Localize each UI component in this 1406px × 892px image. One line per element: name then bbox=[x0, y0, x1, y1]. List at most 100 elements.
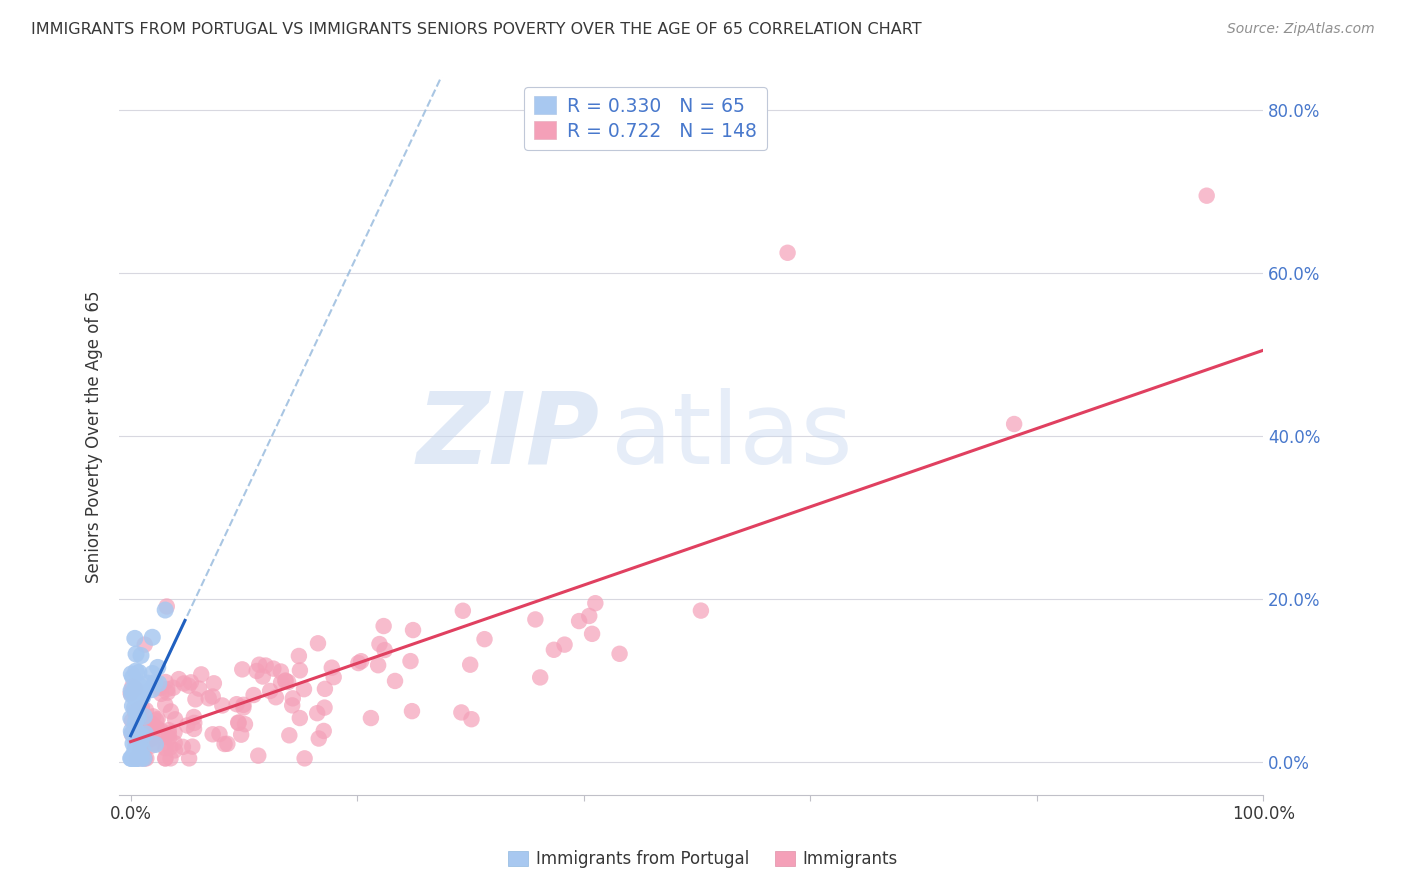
Point bbox=[529, 670, 551, 684]
Point bbox=[135, 751, 157, 765]
Point bbox=[129, 734, 152, 748]
Point bbox=[252, 669, 274, 683]
Point bbox=[124, 751, 146, 765]
Point bbox=[136, 676, 159, 690]
Point bbox=[125, 751, 148, 765]
Point bbox=[231, 728, 253, 742]
Point bbox=[121, 726, 143, 740]
Point bbox=[145, 738, 167, 752]
Point bbox=[1002, 417, 1025, 431]
Text: atlas: atlas bbox=[612, 388, 853, 484]
Point bbox=[281, 691, 304, 706]
Point bbox=[129, 740, 152, 755]
Point bbox=[120, 683, 142, 698]
Point bbox=[214, 737, 236, 751]
Point bbox=[132, 690, 155, 704]
Point bbox=[156, 681, 179, 696]
Text: IMMIGRANTS FROM PORTUGAL VS IMMIGRANTS SENIORS POVERTY OVER THE AGE OF 65 CORREL: IMMIGRANTS FROM PORTUGAL VS IMMIGRANTS S… bbox=[31, 22, 921, 37]
Point bbox=[1195, 188, 1218, 202]
Point bbox=[157, 723, 180, 738]
Point bbox=[157, 726, 180, 740]
Point bbox=[122, 749, 145, 764]
Point bbox=[124, 705, 146, 719]
Point bbox=[274, 673, 297, 688]
Point bbox=[135, 703, 157, 717]
Point bbox=[401, 704, 423, 718]
Point bbox=[150, 687, 173, 701]
Point bbox=[262, 662, 284, 676]
Point bbox=[131, 715, 153, 730]
Point bbox=[460, 712, 482, 726]
Point bbox=[127, 738, 149, 752]
Point bbox=[162, 681, 184, 695]
Point bbox=[322, 670, 344, 684]
Point bbox=[124, 681, 146, 696]
Point bbox=[124, 751, 146, 765]
Point bbox=[122, 751, 145, 765]
Point bbox=[124, 632, 146, 646]
Point bbox=[399, 654, 422, 668]
Point bbox=[125, 738, 148, 752]
Point bbox=[148, 729, 170, 743]
Point bbox=[129, 747, 152, 762]
Point bbox=[159, 740, 181, 755]
Point bbox=[368, 637, 391, 651]
Legend: Immigrants from Portugal, Immigrants: Immigrants from Portugal, Immigrants bbox=[502, 844, 904, 875]
Point bbox=[131, 742, 153, 756]
Point bbox=[208, 727, 231, 741]
Point bbox=[259, 684, 281, 698]
Point bbox=[211, 698, 233, 713]
Point bbox=[122, 751, 145, 765]
Point bbox=[183, 710, 205, 724]
Point bbox=[127, 725, 149, 739]
Point bbox=[156, 599, 179, 614]
Point bbox=[124, 700, 146, 714]
Point bbox=[127, 747, 149, 762]
Point bbox=[132, 720, 155, 734]
Point bbox=[121, 727, 143, 741]
Point bbox=[129, 712, 152, 726]
Point bbox=[190, 667, 212, 681]
Point bbox=[143, 721, 166, 735]
Point bbox=[160, 705, 183, 719]
Point bbox=[155, 675, 177, 690]
Point bbox=[350, 654, 373, 668]
Text: ZIP: ZIP bbox=[416, 388, 600, 484]
Point bbox=[188, 681, 211, 696]
Point bbox=[264, 690, 287, 705]
Point bbox=[247, 657, 270, 672]
Point bbox=[125, 751, 148, 765]
Point bbox=[179, 751, 201, 765]
Point bbox=[125, 664, 148, 678]
Point bbox=[120, 723, 142, 738]
Point bbox=[176, 718, 198, 732]
Point bbox=[554, 638, 576, 652]
Point bbox=[242, 688, 264, 702]
Point bbox=[163, 743, 186, 757]
Point bbox=[307, 706, 329, 721]
Point bbox=[145, 714, 167, 728]
Point bbox=[124, 729, 146, 743]
Point bbox=[155, 751, 177, 765]
Point bbox=[127, 692, 149, 706]
Point bbox=[120, 686, 142, 700]
Point bbox=[134, 727, 156, 741]
Point bbox=[776, 245, 799, 260]
Point bbox=[307, 636, 329, 650]
Point bbox=[122, 689, 145, 703]
Point bbox=[142, 709, 165, 723]
Point bbox=[167, 672, 190, 686]
Point bbox=[120, 751, 142, 765]
Point bbox=[129, 748, 152, 763]
Point bbox=[451, 604, 474, 618]
Point bbox=[172, 739, 194, 754]
Point bbox=[163, 736, 186, 750]
Point bbox=[458, 657, 481, 672]
Point bbox=[568, 614, 591, 628]
Point bbox=[274, 673, 297, 688]
Point bbox=[163, 725, 186, 739]
Point bbox=[609, 647, 631, 661]
Point bbox=[124, 681, 146, 696]
Point bbox=[124, 728, 146, 742]
Point bbox=[121, 670, 143, 684]
